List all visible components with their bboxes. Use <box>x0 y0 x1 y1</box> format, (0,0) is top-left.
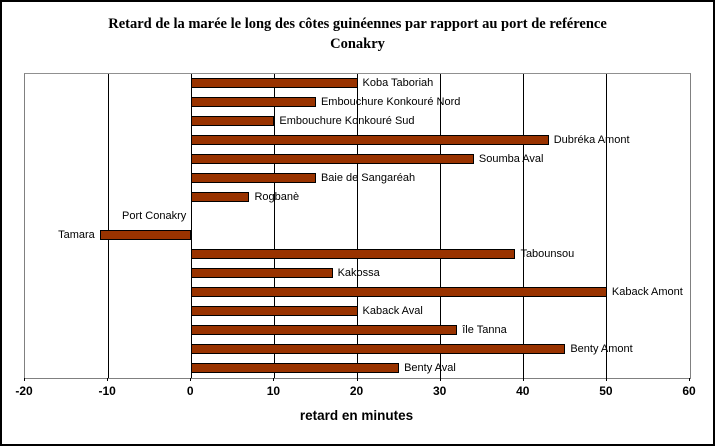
bar-label: Benty Aval <box>404 362 456 374</box>
x-tick-mark <box>522 378 524 381</box>
x-tick-mark <box>24 378 25 381</box>
x-tick-mark <box>605 378 607 381</box>
gridline <box>273 74 275 378</box>
x-tick-label: 40 <box>516 384 530 398</box>
bar-row: Embouchure Konkouré Sud <box>25 112 690 131</box>
gridline <box>107 74 109 378</box>
bar-row: Benty Amont <box>25 340 690 359</box>
bar-row: Kakossa <box>25 264 690 283</box>
bar-row: Soumba Aval <box>25 150 690 169</box>
bar <box>191 344 566 354</box>
bar-row: Port Conakry <box>25 207 690 226</box>
bar-row: Baie de Sangaréah <box>25 169 690 188</box>
x-tick-mark <box>689 378 690 381</box>
x-tick-label: 60 <box>682 384 696 398</box>
bar <box>191 135 549 145</box>
gridline <box>190 74 192 378</box>
plot-area: Koba Taboriah Embouchure Konkouré Nord Emb… <box>24 73 691 379</box>
bar-row: Kaback Aval <box>25 302 690 321</box>
bar <box>191 154 474 164</box>
bar-label: Soumba Aval <box>478 153 544 165</box>
bar-row: Tamara <box>25 226 690 245</box>
x-tick-mark <box>107 378 109 381</box>
bar-row: Rogbanè <box>25 188 690 207</box>
gridline <box>440 74 442 378</box>
gridline <box>523 74 525 378</box>
bar-row: Kaback Amont <box>25 283 690 302</box>
x-tick-mark <box>439 378 441 381</box>
bar-label: Embouchure Konkouré Sud <box>279 115 415 127</box>
bar-label: Kaback Amont <box>611 286 683 298</box>
bar <box>191 287 607 297</box>
x-tick-mark <box>356 378 358 381</box>
bar-label: Embouchure Konkouré Nord <box>320 96 461 108</box>
bar <box>99 230 192 240</box>
bar-label: île Tanna <box>462 324 507 336</box>
bar-label: Tabounsou <box>520 248 575 260</box>
bar-label: Dubréka Amont <box>553 134 630 146</box>
bar-label: Koba Taboriah <box>362 77 434 89</box>
bar-row: Dubréka Amont <box>25 131 690 150</box>
bar-row: Tabounsou <box>25 245 690 264</box>
x-tick-label: 0 <box>186 384 194 398</box>
x-tick-label: 10 <box>266 384 281 398</box>
bar <box>191 116 275 126</box>
bar <box>191 268 333 278</box>
bar <box>191 97 316 107</box>
x-tick-label: 50 <box>599 384 613 398</box>
bar-label: Benty Amont <box>570 343 633 355</box>
bar-row: île Tanna <box>25 321 690 340</box>
gridline <box>357 74 358 378</box>
x-tick-label: 20 <box>349 384 364 398</box>
bar-label: Kaback Aval <box>362 305 423 317</box>
bar-label: Baie de Sangaréah <box>320 172 416 184</box>
bar <box>191 173 316 183</box>
bar-row: Koba Taboriah <box>25 74 690 93</box>
bar <box>191 192 250 202</box>
x-tick-mark <box>273 378 275 381</box>
bar <box>191 363 400 373</box>
gridline <box>606 74 608 378</box>
bar <box>191 249 516 259</box>
bar-label: Tamara <box>58 229 95 241</box>
chart-title: Retard de la marée le long des côtes gui… <box>108 16 607 52</box>
x-tick-label: -10 <box>98 384 116 398</box>
bar <box>191 325 458 335</box>
bar-label: Rogbanè <box>254 191 300 203</box>
bar-row: Embouchure Konkouré Nord <box>25 93 690 112</box>
bar <box>191 78 358 88</box>
x-axis-label: retard en minutes <box>299 408 414 423</box>
bar <box>191 306 358 316</box>
x-tick-label: 30 <box>432 384 447 398</box>
bar-label: Port Conakry <box>122 210 187 222</box>
bar-row: Benty Aval <box>25 359 690 378</box>
x-tick-label: -20 <box>15 384 33 398</box>
bar-label: Kakossa <box>337 267 380 279</box>
x-tick-mark <box>190 378 192 381</box>
